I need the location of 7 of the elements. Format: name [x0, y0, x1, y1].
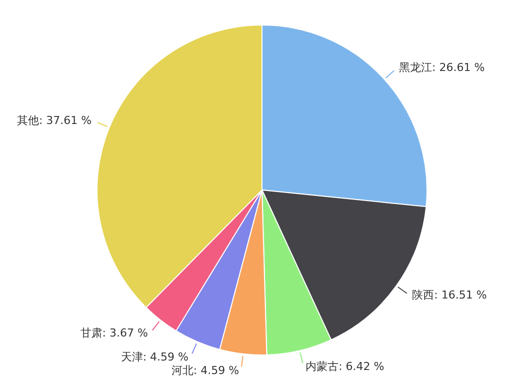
slice-label: 河北: 4.59 % — [171, 364, 240, 377]
slice-label: 内蒙古: 6.42 % — [306, 360, 384, 374]
slice-label: 其他: 37.61 % — [16, 114, 92, 127]
slice-label: 甘肃: 3.67 % — [80, 326, 148, 340]
slice-label: 黑龙江: 26.61 % — [399, 60, 485, 74]
slice-label: 陕西: 16.51 % — [412, 288, 487, 302]
slice-label: 天津: 4.59 % — [120, 350, 189, 364]
